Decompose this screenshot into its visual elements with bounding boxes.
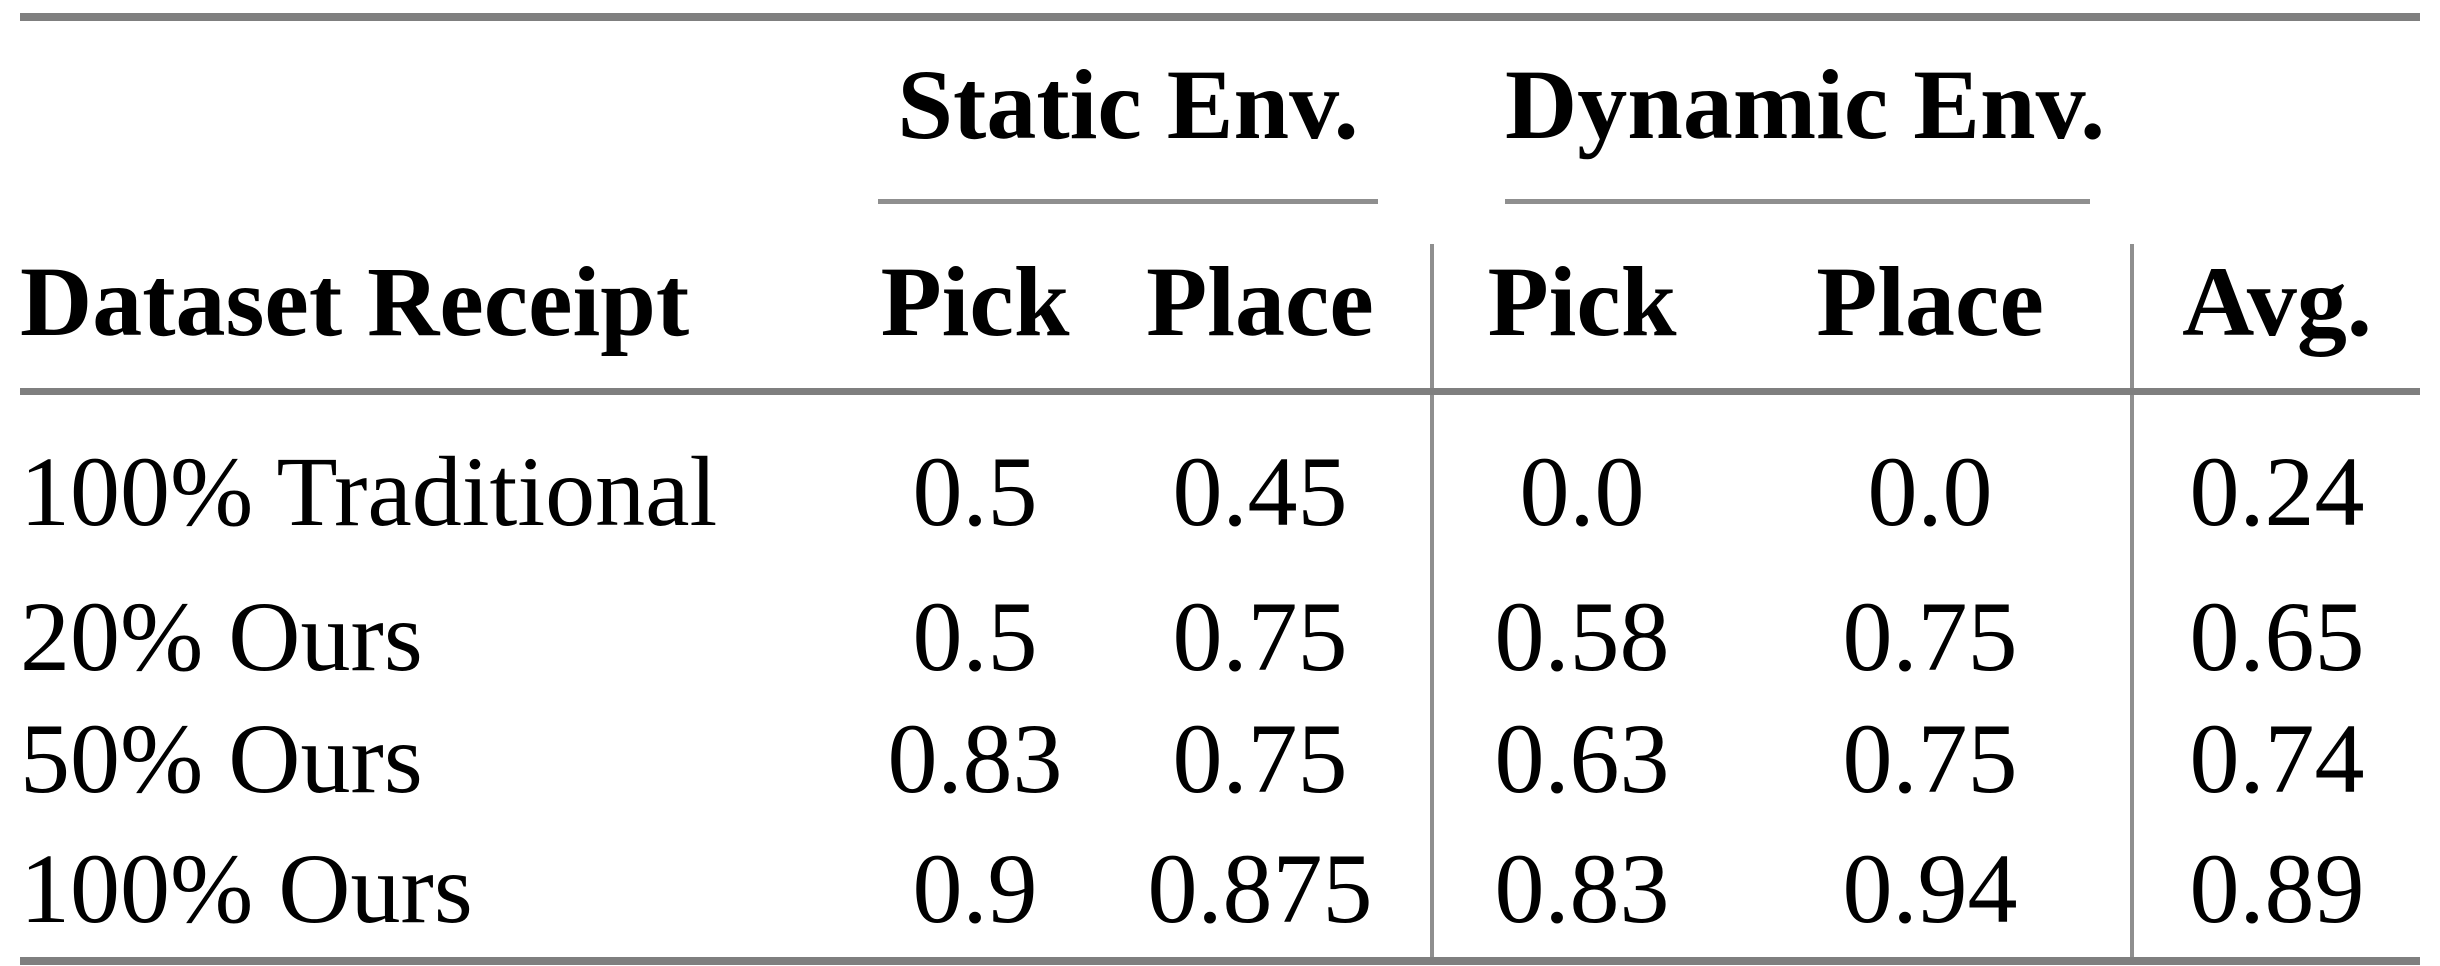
group-header-dynamic: Dynamic Env.: [1505, 49, 2106, 160]
column-header-avg: Avg.: [2130, 244, 2420, 388]
cell-static-pick: 0.83: [887, 703, 1063, 814]
column-header-dynamic-pick: Pick: [1430, 244, 1730, 388]
cell-avg: 0.89: [2130, 820, 2420, 957]
cell-static-place: 0.75: [1172, 703, 1348, 814]
cell-static-pick: 0.5: [912, 580, 1038, 692]
cell-static-pick: 0.5: [912, 436, 1038, 547]
cell-dynamic-place: 0.75: [1842, 703, 2018, 814]
cell-dynamic-pick: 0.58: [1430, 575, 1730, 698]
cell-avg: 0.65: [2130, 575, 2420, 698]
empty-corner-cell: [2130, 21, 2420, 244]
cell-static-place: 0.45: [1172, 436, 1348, 547]
group-header-cell-static: Static Env.: [860, 21, 1430, 244]
table-row: 100% Ours 0.9 0.875 0.83 0.94 0.89: [20, 820, 2420, 957]
cmidrule-static: [878, 199, 1378, 204]
cmidrule-dynamic: [1505, 199, 2091, 204]
mid-rule-row: [20, 388, 2421, 395]
cell-dataset-label: 100% Traditional: [20, 436, 718, 547]
cell-dataset-label: 20% Ours: [20, 580, 423, 692]
top-rule: [20, 13, 2420, 21]
cell-dynamic-place: 0.0: [1867, 436, 1993, 547]
group-header-cell-dynamic: Dynamic Env.: [1430, 21, 2130, 244]
table-row: 100% Traditional 0.5 0.45 0.0 0.0 0.24: [20, 395, 2420, 575]
mid-rule: [20, 388, 2421, 395]
column-header-dynamic-place: Place: [1816, 246, 2044, 357]
column-header-dataset-receipt: Dataset Receipt: [20, 246, 690, 357]
table-row: 50% Ours 0.83 0.75 0.63 0.75 0.74: [20, 698, 2420, 820]
cell-avg: 0.74: [2130, 698, 2420, 820]
group-header-static: Static Env.: [897, 49, 1359, 160]
group-header-row: Static Env. Dynamic Env.: [20, 21, 2420, 244]
bottom-rule: [20, 957, 2420, 965]
column-header-static-pick: Pick: [880, 246, 1070, 357]
empty-corner-cell: [20, 21, 860, 244]
cell-dynamic-place: 0.75: [1842, 580, 2018, 692]
column-header-static-place: Place: [1146, 246, 1374, 357]
cell-static-pick: 0.9: [912, 832, 1038, 944]
results-table: Static Env. Dynamic Env. Dataset Receipt…: [20, 21, 2421, 957]
cell-dynamic-pick: 0.63: [1430, 698, 1730, 820]
cell-avg: 0.24: [2130, 395, 2420, 575]
cell-dynamic-place: 0.94: [1842, 832, 2018, 944]
cell-dynamic-pick: 0.83: [1430, 820, 1730, 957]
cell-dataset-label: 100% Ours: [20, 832, 473, 944]
cell-dynamic-pick: 0.0: [1430, 395, 1730, 575]
table-row: 20% Ours 0.5 0.75 0.58 0.75 0.65: [20, 575, 2420, 698]
cell-static-place: 0.75: [1172, 580, 1348, 692]
cell-dataset-label: 50% Ours: [20, 703, 423, 814]
column-header-row: Dataset Receipt Pick Place Pick Place Av…: [20, 244, 2420, 388]
cell-static-place: 0.875: [1147, 832, 1373, 944]
